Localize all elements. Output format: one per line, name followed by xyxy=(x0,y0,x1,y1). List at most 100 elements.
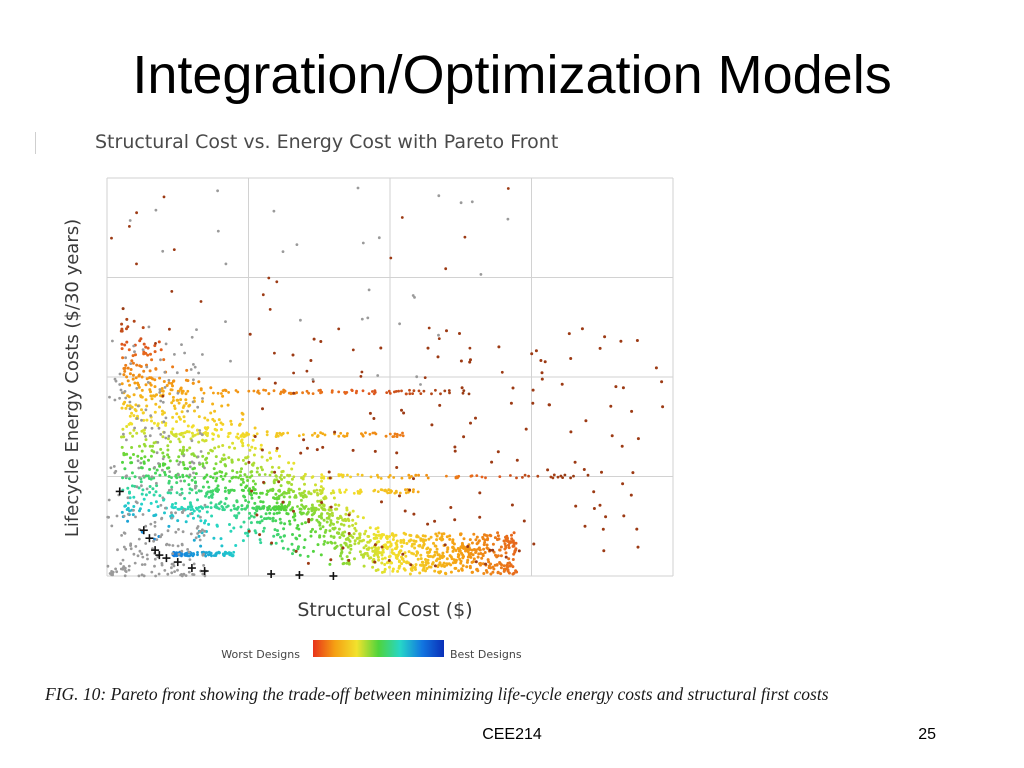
scatter-point xyxy=(194,536,198,540)
scatter-point xyxy=(365,551,369,555)
scatter-point xyxy=(209,386,213,390)
scatter-point xyxy=(304,505,308,508)
scatter-point xyxy=(130,471,134,475)
scatter-point xyxy=(124,547,128,551)
scatter-point xyxy=(215,551,219,555)
scatter-point xyxy=(177,463,181,466)
scatter-point xyxy=(280,502,284,506)
scatter-point xyxy=(408,533,412,537)
scatter-point xyxy=(140,573,144,577)
scatter-point xyxy=(499,572,503,576)
scatter-point xyxy=(395,545,399,549)
scatter-point xyxy=(190,439,194,443)
scatter-point xyxy=(135,363,139,367)
scatter-point xyxy=(182,448,185,452)
scatter-point xyxy=(487,566,491,570)
pareto-marker xyxy=(145,534,154,543)
scatter-point xyxy=(115,570,119,574)
scatter-point xyxy=(252,491,256,495)
scatter-point xyxy=(328,508,332,512)
scatter-point xyxy=(445,562,449,566)
scatter-point xyxy=(342,534,346,538)
scatter-point xyxy=(407,473,411,477)
scatter-point xyxy=(172,248,176,252)
scatter-point xyxy=(319,527,322,531)
scatter-point xyxy=(335,507,339,511)
scatter-point xyxy=(123,574,127,578)
scatter-point xyxy=(507,546,511,550)
scatter-point xyxy=(126,496,130,500)
scatter-point xyxy=(499,554,503,558)
scatter-point xyxy=(126,506,130,510)
scatter-point xyxy=(245,506,249,509)
scatter-point xyxy=(186,389,190,393)
scatter-point xyxy=(185,368,189,372)
scatter-point xyxy=(319,553,323,557)
scatter-point xyxy=(513,549,517,553)
scatter-point xyxy=(338,490,342,494)
scatter-point xyxy=(311,433,314,437)
scatter-point xyxy=(221,477,225,481)
scatter-point xyxy=(405,542,409,545)
scatter-point xyxy=(242,494,246,498)
scatter-point xyxy=(132,319,136,323)
scatter-point xyxy=(504,537,508,541)
scatter-point xyxy=(329,505,333,509)
scatter-point xyxy=(148,444,152,448)
scatter-point xyxy=(129,368,133,371)
scatter-point xyxy=(491,570,495,574)
scatter-point xyxy=(489,534,493,538)
scatter-point xyxy=(151,487,155,491)
scatter-point xyxy=(231,554,235,557)
scatter-point xyxy=(290,477,294,481)
scatter-point xyxy=(391,538,395,541)
scatter-point xyxy=(194,472,198,476)
scatter-point xyxy=(277,466,281,470)
scatter-point xyxy=(408,476,411,480)
scatter-point xyxy=(493,536,497,540)
scatter-point xyxy=(351,523,355,527)
scatter-point xyxy=(128,490,131,494)
scatter-point xyxy=(132,393,136,397)
scatter-point xyxy=(504,555,508,559)
scatter-point xyxy=(292,509,295,513)
scatter-point xyxy=(511,386,515,390)
scatter-point xyxy=(367,288,371,292)
scatter-point xyxy=(142,497,146,501)
scatter-point xyxy=(400,544,404,548)
scatter-point xyxy=(261,529,265,533)
scatter-point xyxy=(186,467,189,471)
scatter-point xyxy=(288,522,292,526)
scatter-point xyxy=(162,411,166,415)
scatter-point xyxy=(310,476,314,479)
scatter-point xyxy=(196,405,200,409)
scatter-point xyxy=(163,370,167,374)
scatter-point xyxy=(289,488,293,492)
scatter-point xyxy=(400,389,403,393)
scatter-point xyxy=(199,515,202,519)
scatter-point xyxy=(192,552,195,555)
scatter-point xyxy=(495,563,499,567)
scatter-point xyxy=(456,547,460,550)
scatter-point xyxy=(362,538,365,542)
legend-worst-label: Worst Designs xyxy=(221,648,300,661)
scatter-point xyxy=(291,552,294,556)
scatter-point xyxy=(247,516,251,520)
scatter-point xyxy=(266,508,270,512)
scatter-point xyxy=(146,381,150,384)
x-axis-label: Structural Cost ($) xyxy=(297,599,472,621)
scatter-point xyxy=(123,369,127,373)
scatter-point xyxy=(173,570,177,573)
scatter-point xyxy=(500,370,504,374)
scatter-point xyxy=(212,536,216,540)
scatter-point xyxy=(188,491,192,495)
scatter-point xyxy=(299,318,302,322)
scatter-point xyxy=(436,355,440,359)
scatter-point xyxy=(199,300,203,303)
scatter-point xyxy=(602,549,606,553)
scatter-point xyxy=(203,466,206,470)
scatter-point xyxy=(130,411,134,415)
scatter-point xyxy=(279,390,283,394)
scatter-point xyxy=(453,566,457,570)
scatter-point xyxy=(361,433,364,437)
